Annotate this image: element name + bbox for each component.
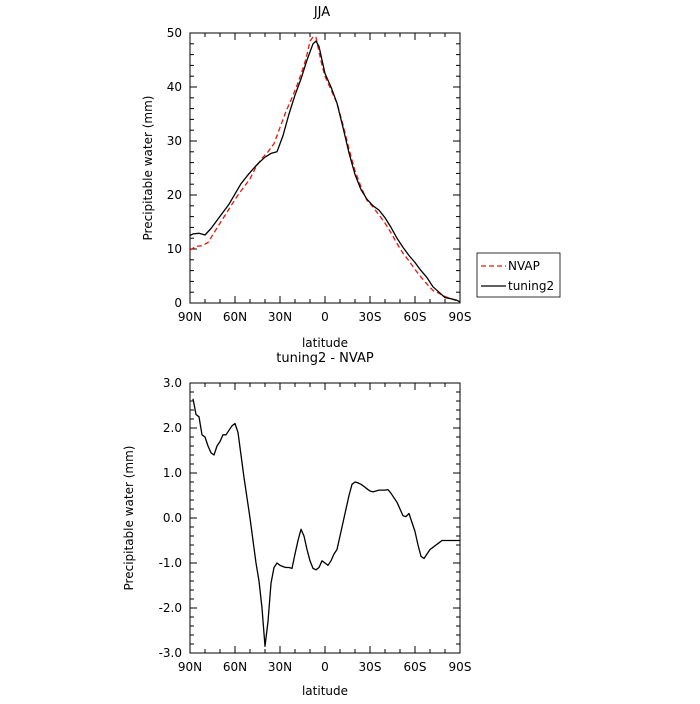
y-tick-label: 30 [167,134,182,148]
y-axis-ticks: 3.0 2.0 1.0 0.0 -1.0 -2.0 -3.0 [159,376,460,660]
x-tick-label: 60N [223,660,247,674]
series-line-tuning2-nvap [192,398,460,647]
chart-jja: JJA 0 10 20 30 40 50 90N 60N 30N 0 30S 60S 90S lati… [141,5,561,350]
x-axis-ticks: 90N 60N 30N 0 30S 60S 90S [178,383,472,674]
x-tick-label: 0 [321,310,329,324]
chart-title: tuning2 - NVAP [276,351,374,366]
chart-title: JJA [313,5,330,20]
legend-label-tuning2: tuning2 [508,279,554,293]
legend-label-nvap: NVAP [508,259,540,273]
x-axis-label: latitude [302,684,348,698]
x-tick-label: 60S [404,660,427,674]
x-tick-label: 30S [359,660,382,674]
y-axis-ticks: 0 10 20 30 40 50 [167,26,460,310]
legend: NVAP tuning2 [476,252,561,298]
x-tick-label: 90N [178,660,202,674]
x-tick-label: 30N [268,310,292,324]
y-tick-label: 50 [167,26,182,40]
series-layer [192,398,460,647]
y-tick-label: 40 [167,80,182,94]
x-tick-label: 60N [223,310,247,324]
series-layer [189,36,461,303]
y-tick-label: 10 [167,242,182,256]
series-line-tuning2 [189,40,461,303]
y-tick-label: -1.0 [159,556,182,570]
y-tick-label: 2.0 [163,421,182,435]
y-axis-label: Precipitable water (mm) [122,446,136,591]
x-axis-ticks: 90N 60N 30N 0 30S 60S 90S [178,33,472,324]
plot-frame [189,382,461,654]
series-line-nvap [189,36,461,303]
x-tick-label: 90S [449,660,472,674]
x-tick-label: 60S [404,310,427,324]
y-tick-label: -2.0 [159,601,182,615]
y-tick-label: 0 [174,296,182,310]
x-tick-label: 90N [178,310,202,324]
y-tick-label: -3.0 [159,646,182,660]
x-axis-label: latitude [302,336,348,350]
x-tick-label: 30N [268,660,292,674]
y-axis-label: Precipitable water (mm) [141,96,155,241]
chart-difference: tuning2 - NVAP 3.02.01.00.0-1.0-2.0-3.0 … [122,351,471,698]
y-tick-label: 0.0 [163,511,182,525]
x-tick-label: 90S [449,310,472,324]
y-tick-label: 1.0 [163,466,182,480]
legend-box [476,252,561,298]
y-tick-label: 20 [167,188,182,202]
x-tick-label: 0 [321,660,329,674]
y-tick-label: 3.0 [163,376,182,390]
x-tick-label: 30S [359,310,382,324]
